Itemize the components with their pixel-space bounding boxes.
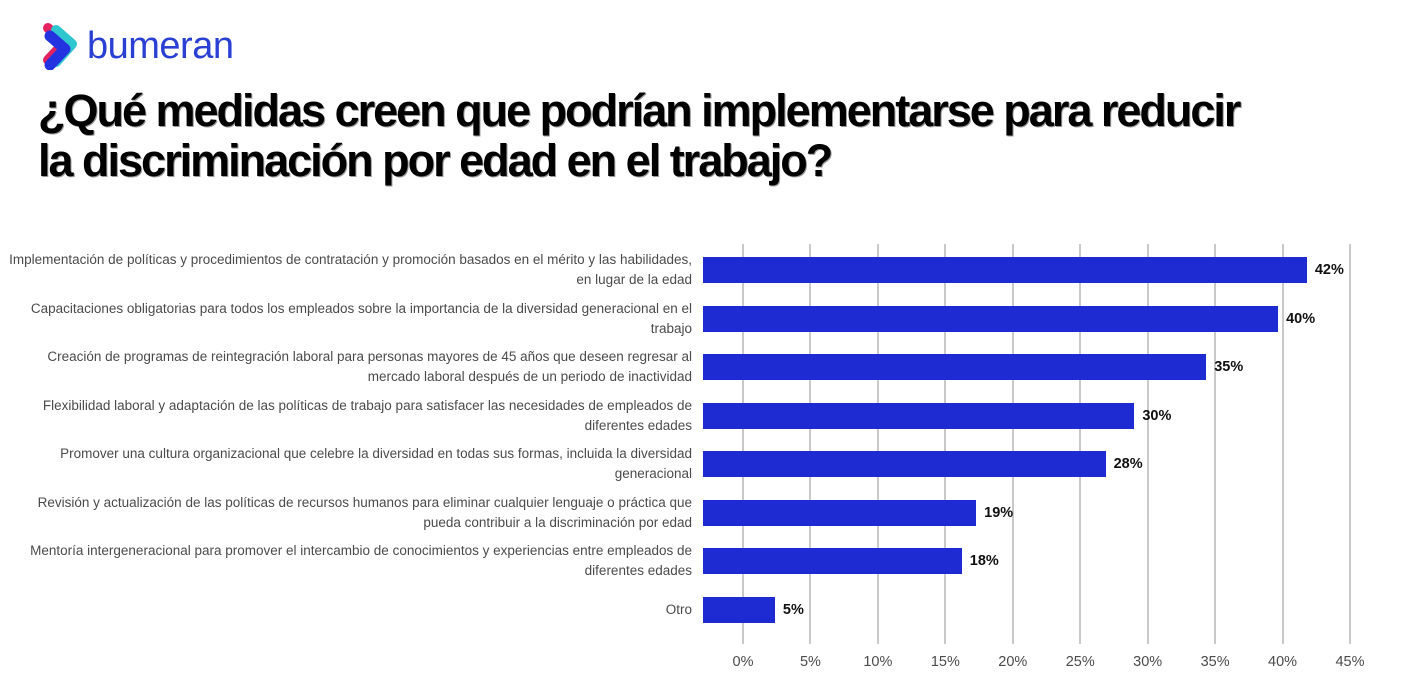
gridline [1349,244,1351,644]
bar-track: 28% [703,440,1350,489]
chart-title: ¿Qué medidas creen que podrían implement… [38,86,1408,186]
bar-value-label: 28% [1113,456,1143,473]
gridline [944,244,947,644]
bar-value-label: 35% [1214,359,1244,376]
x-axis-tick-label: 40% [1268,654,1298,670]
bar [703,451,1106,478]
bar [703,402,1135,429]
chart-row: Implementación de políticas y procedimie… [0,246,1427,295]
gridline [1281,244,1284,644]
bar-track: 35% [703,343,1350,392]
x-axis-tick-label: 0% [732,654,754,670]
chart-row: Otro 5% [0,586,1427,635]
category-label: Revisión y actualización de las política… [37,494,692,530]
x-axis-tick-label: 35% [1200,654,1230,670]
bar-value-label: 18% [969,553,999,570]
bar-value-label: 19% [984,504,1014,521]
bar-track: 42% [703,246,1350,295]
gridline [1011,244,1014,644]
category-label: Flexibilidad laboral y adaptación de las… [42,397,692,433]
chart-row: Flexibilidad laboral y adaptación de las… [0,392,1427,441]
gridline [742,244,744,644]
chart-row: Capacitaciones obligatorias para todos l… [0,295,1427,344]
x-axis: 0% 5% 10% 15% 20% 25% 30% 35% 40% 45% [733,650,1365,674]
x-axis-tick-label: 10% [863,654,893,670]
bumeran-logo-text: bumeran [87,25,234,67]
gridline [1079,244,1082,644]
bumeran-chevron-icon [43,23,77,70]
x-axis-tick-label: 5% [799,654,821,670]
bar-value-label: 5% [782,601,804,618]
gridline [809,244,812,644]
gridlines-layer [742,244,1351,644]
x-axis-tick-label: 15% [930,654,960,670]
chart-title-line1: ¿Qué medidas creen que podrían implement… [38,85,1241,136]
chart-row: Mentoría intergeneracional para promover… [0,537,1427,586]
bar [703,305,1279,332]
category-label: Implementación de políticas y procedimie… [9,252,692,288]
bar-track: 18% [703,537,1350,586]
bar-track: 40% [703,295,1350,344]
x-axis-tick-label: 45% [1335,654,1365,670]
chart-rows: Implementación de políticas y procedimie… [0,246,1427,634]
bar-track: 5% [703,586,1350,635]
chart-row: Revisión y actualización de las política… [0,489,1427,538]
bumeran-logo: bumeran [40,22,234,70]
x-axis-tick-label: 30% [1133,654,1163,670]
bar-track: 30% [703,392,1350,441]
bar [703,596,775,623]
chart-title-line2: la discriminación por edad en el trabajo… [38,135,833,186]
gridline [876,244,879,644]
chart-row: Promover una cultura organizacional que … [0,440,1427,489]
category-label: Mentoría intergeneracional para promover… [30,543,692,579]
category-label: Otro [665,601,692,617]
bar [703,548,962,575]
gridline [1214,244,1217,644]
x-axis-tick-label: 25% [1065,654,1095,670]
bar-value-label: 40% [1286,310,1316,327]
gridline [1146,244,1149,644]
category-label: Capacitaciones obligatorias para todos l… [30,300,692,336]
bar [703,499,977,526]
category-label: Promover una cultura organizacional que … [60,446,692,482]
bar-value-label: 30% [1142,407,1172,424]
bar [703,354,1207,381]
bar-chart: Implementación de políticas y procedimie… [0,242,1427,672]
bar-value-label: 42% [1314,262,1344,279]
x-axis-tick-label: 20% [998,654,1028,670]
bar-track: 19% [703,489,1350,538]
bar [703,257,1307,284]
category-label: Creación de programas de reintegración l… [47,349,692,385]
chart-row: Creación de programas de reintegración l… [0,343,1427,392]
